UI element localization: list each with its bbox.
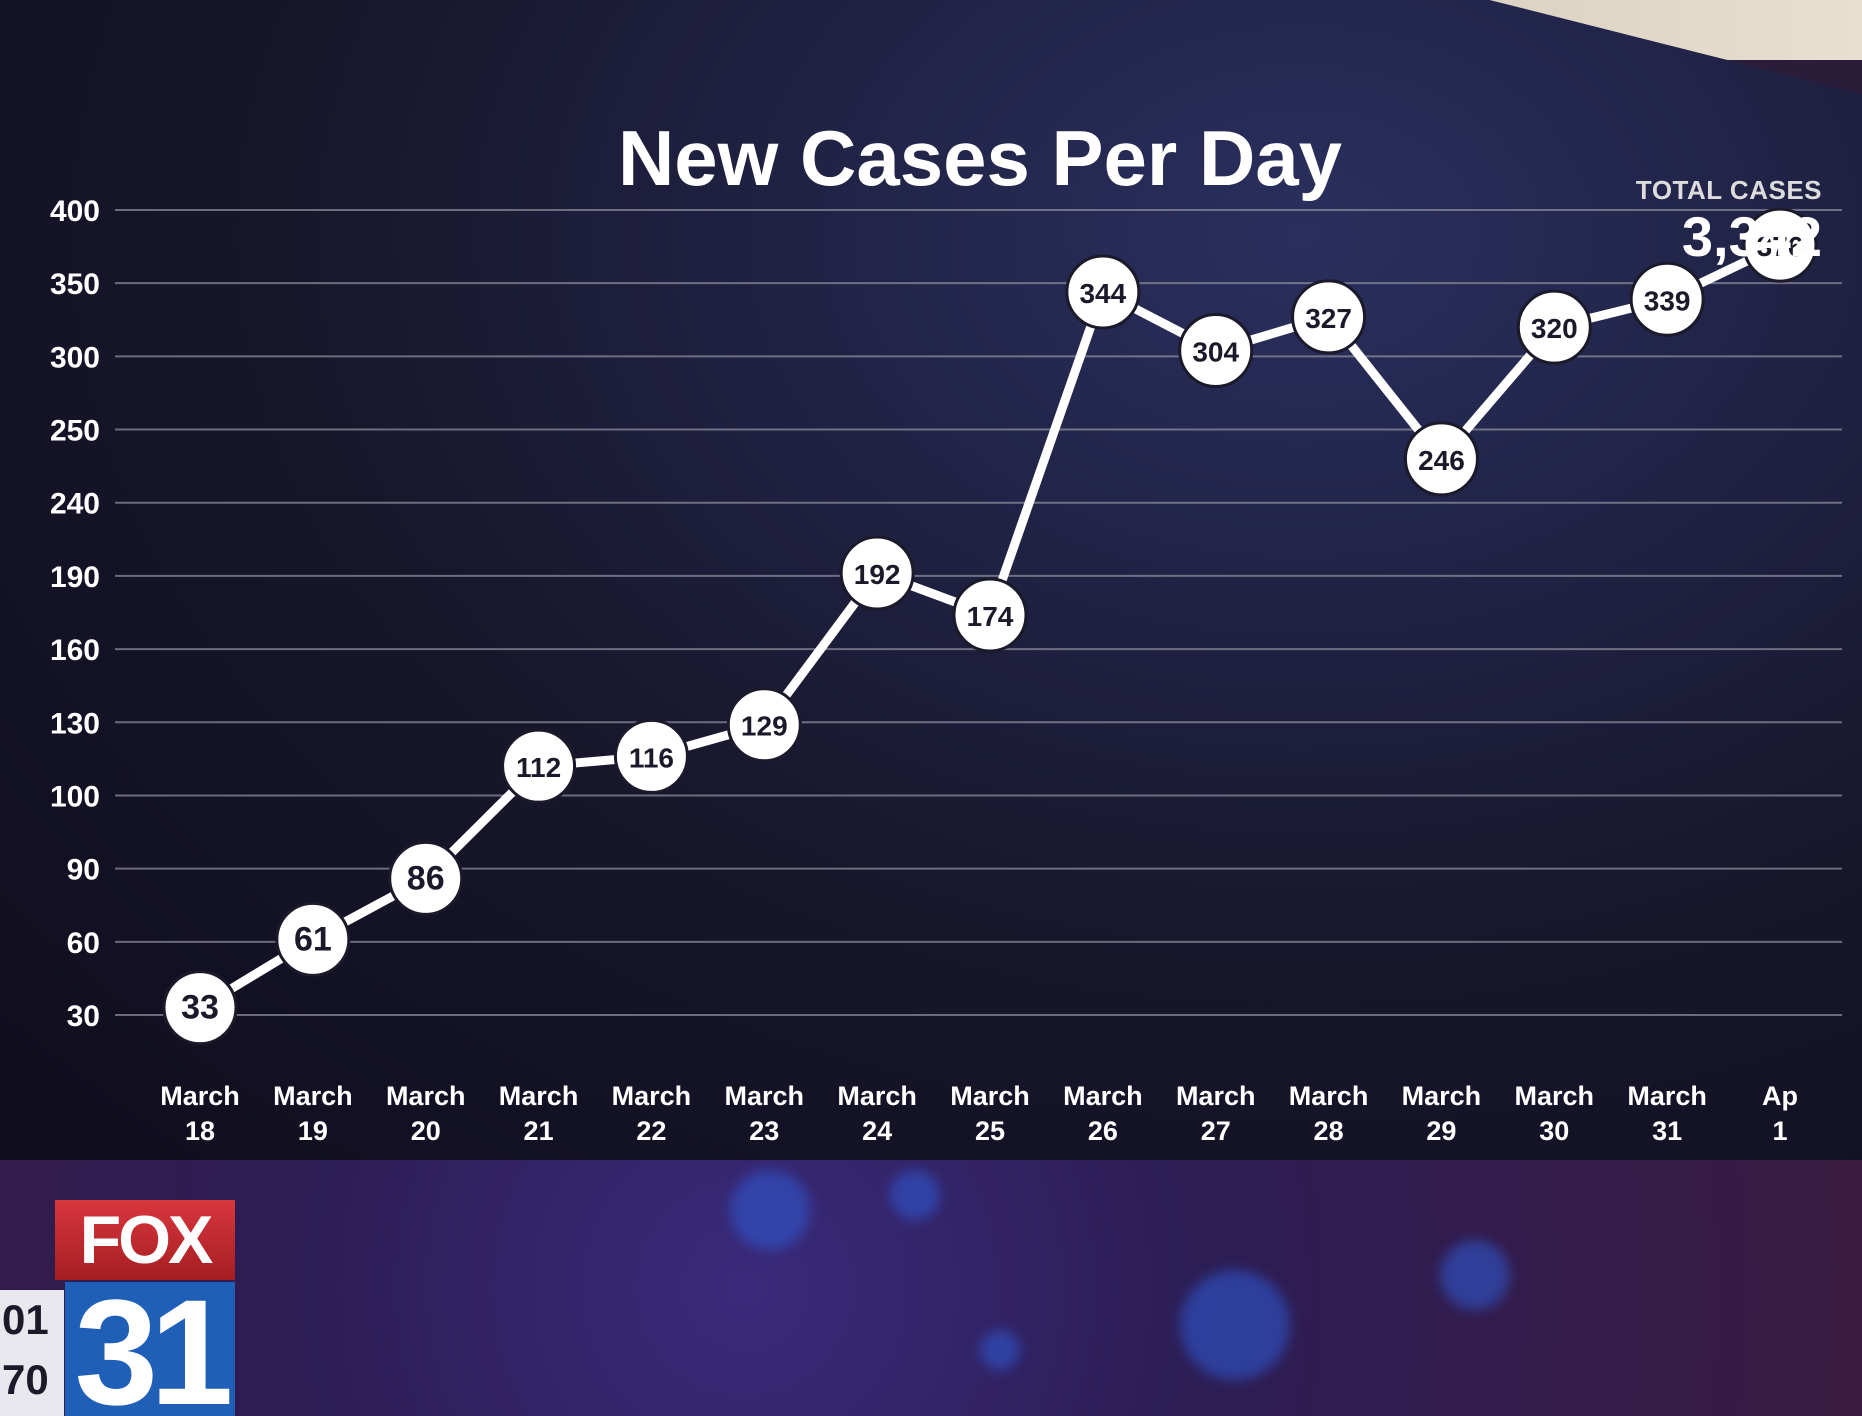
data-label: 339 [1644, 285, 1691, 316]
data-point-marker [162, 970, 238, 1046]
x-tick-label-day: 22 [636, 1116, 666, 1146]
chart-title: New Cases Per Day [618, 114, 1342, 202]
bottom-graphic-band [0, 1160, 1862, 1416]
x-tick-label-month: Ap [1762, 1081, 1798, 1111]
y-tick-label: 240 [50, 488, 100, 521]
data-label: 320 [1531, 313, 1578, 344]
clock-readout: 01 70 [0, 1290, 64, 1416]
x-tick-label-month: March [160, 1081, 240, 1111]
data-point-marker [1065, 254, 1141, 330]
data-label: 86 [407, 859, 445, 897]
data-label: 129 [741, 711, 788, 742]
y-tick-label: 250 [50, 415, 100, 448]
x-tick-label-month: March [725, 1081, 805, 1111]
data-label: 376 [1757, 231, 1804, 262]
data-point-marker [952, 577, 1028, 653]
x-tick-label-month: March [1063, 1081, 1143, 1111]
y-tick-label: 400 [50, 195, 100, 228]
data-point-marker [275, 901, 351, 977]
x-tick-label-month: March [950, 1081, 1030, 1111]
y-tick-label: 130 [50, 707, 100, 740]
x-tick-label-day: 24 [862, 1116, 892, 1146]
total-cases-label: TOTAL CASES [1635, 175, 1822, 205]
data-label: 344 [1079, 278, 1126, 309]
data-label: 61 [294, 920, 332, 958]
data-label: 112 [516, 752, 561, 783]
x-tick-label-day: 29 [1426, 1116, 1456, 1146]
x-tick-label-month: March [499, 1081, 579, 1111]
x-tick-label-day: 31 [1652, 1116, 1682, 1146]
data-label: 33 [181, 989, 219, 1027]
x-tick-label-day: 18 [185, 1116, 215, 1146]
x-tick-label-day: 27 [1201, 1116, 1231, 1146]
data-label: 192 [854, 559, 901, 590]
x-tick-label-day: 20 [411, 1116, 441, 1146]
data-point-marker [839, 535, 915, 611]
x-tick-label-day: 28 [1314, 1116, 1344, 1146]
x-tick-label-month: March [1176, 1081, 1256, 1111]
x-tick-label-month: March [1289, 1081, 1369, 1111]
data-point-marker [1178, 313, 1254, 389]
x-tick-label-day: 30 [1539, 1116, 1569, 1146]
y-tick-label: 190 [50, 561, 100, 594]
x-tick-label-day: 23 [749, 1116, 779, 1146]
y-tick-label: 300 [50, 341, 100, 374]
total-cases-box: TOTAL CASES 3,342 [1636, 175, 1822, 269]
logo-channel-number: 31 [65, 1282, 235, 1416]
data-point-marker [501, 728, 577, 804]
x-tick-label-day: 21 [524, 1116, 554, 1146]
x-tick-label-month: March [612, 1081, 692, 1111]
x-tick-label-day: 25 [975, 1116, 1005, 1146]
y-tick-label: 100 [50, 780, 100, 813]
y-tick-label: 90 [67, 854, 100, 887]
x-tick-label-day: 19 [298, 1116, 328, 1146]
x-tick-label-month: March [1627, 1081, 1707, 1111]
x-tick-label-month: March [1515, 1081, 1595, 1111]
x-tick-label-day: 1 [1772, 1116, 1787, 1146]
data-point-marker [1516, 289, 1592, 365]
y-tick-label: 30 [67, 1000, 100, 1033]
data-label: 246 [1418, 445, 1465, 476]
data-point-marker [1742, 207, 1818, 283]
data-point-marker [1629, 261, 1705, 337]
clock-text: 01 70 [2, 1296, 49, 1403]
data-label: 116 [629, 742, 674, 773]
x-tick-label-month: March [273, 1081, 353, 1111]
x-tick-label-month: March [837, 1081, 917, 1111]
x-tick-label-month: March [386, 1081, 466, 1111]
total-cases-value: 3,342 [1681, 205, 1822, 268]
x-tick-label-month: March [1402, 1081, 1482, 1111]
data-point-marker [613, 718, 689, 794]
y-tick-label: 60 [67, 927, 100, 960]
logo-network-text: FOX [55, 1200, 235, 1280]
y-tick-label: 160 [50, 634, 100, 667]
tv-screen [0, 0, 1862, 1175]
y-tick-label: 350 [50, 268, 100, 301]
data-point-marker [1291, 279, 1367, 355]
data-label: 174 [967, 601, 1014, 632]
data-label: 327 [1305, 303, 1352, 334]
data-point-marker [388, 840, 464, 916]
data-point-marker [726, 687, 802, 763]
data-point-marker [1403, 421, 1479, 497]
x-tick-label-day: 26 [1088, 1116, 1118, 1146]
data-label: 304 [1192, 337, 1239, 368]
fox31-logo: FOX 31 [55, 1200, 235, 1416]
